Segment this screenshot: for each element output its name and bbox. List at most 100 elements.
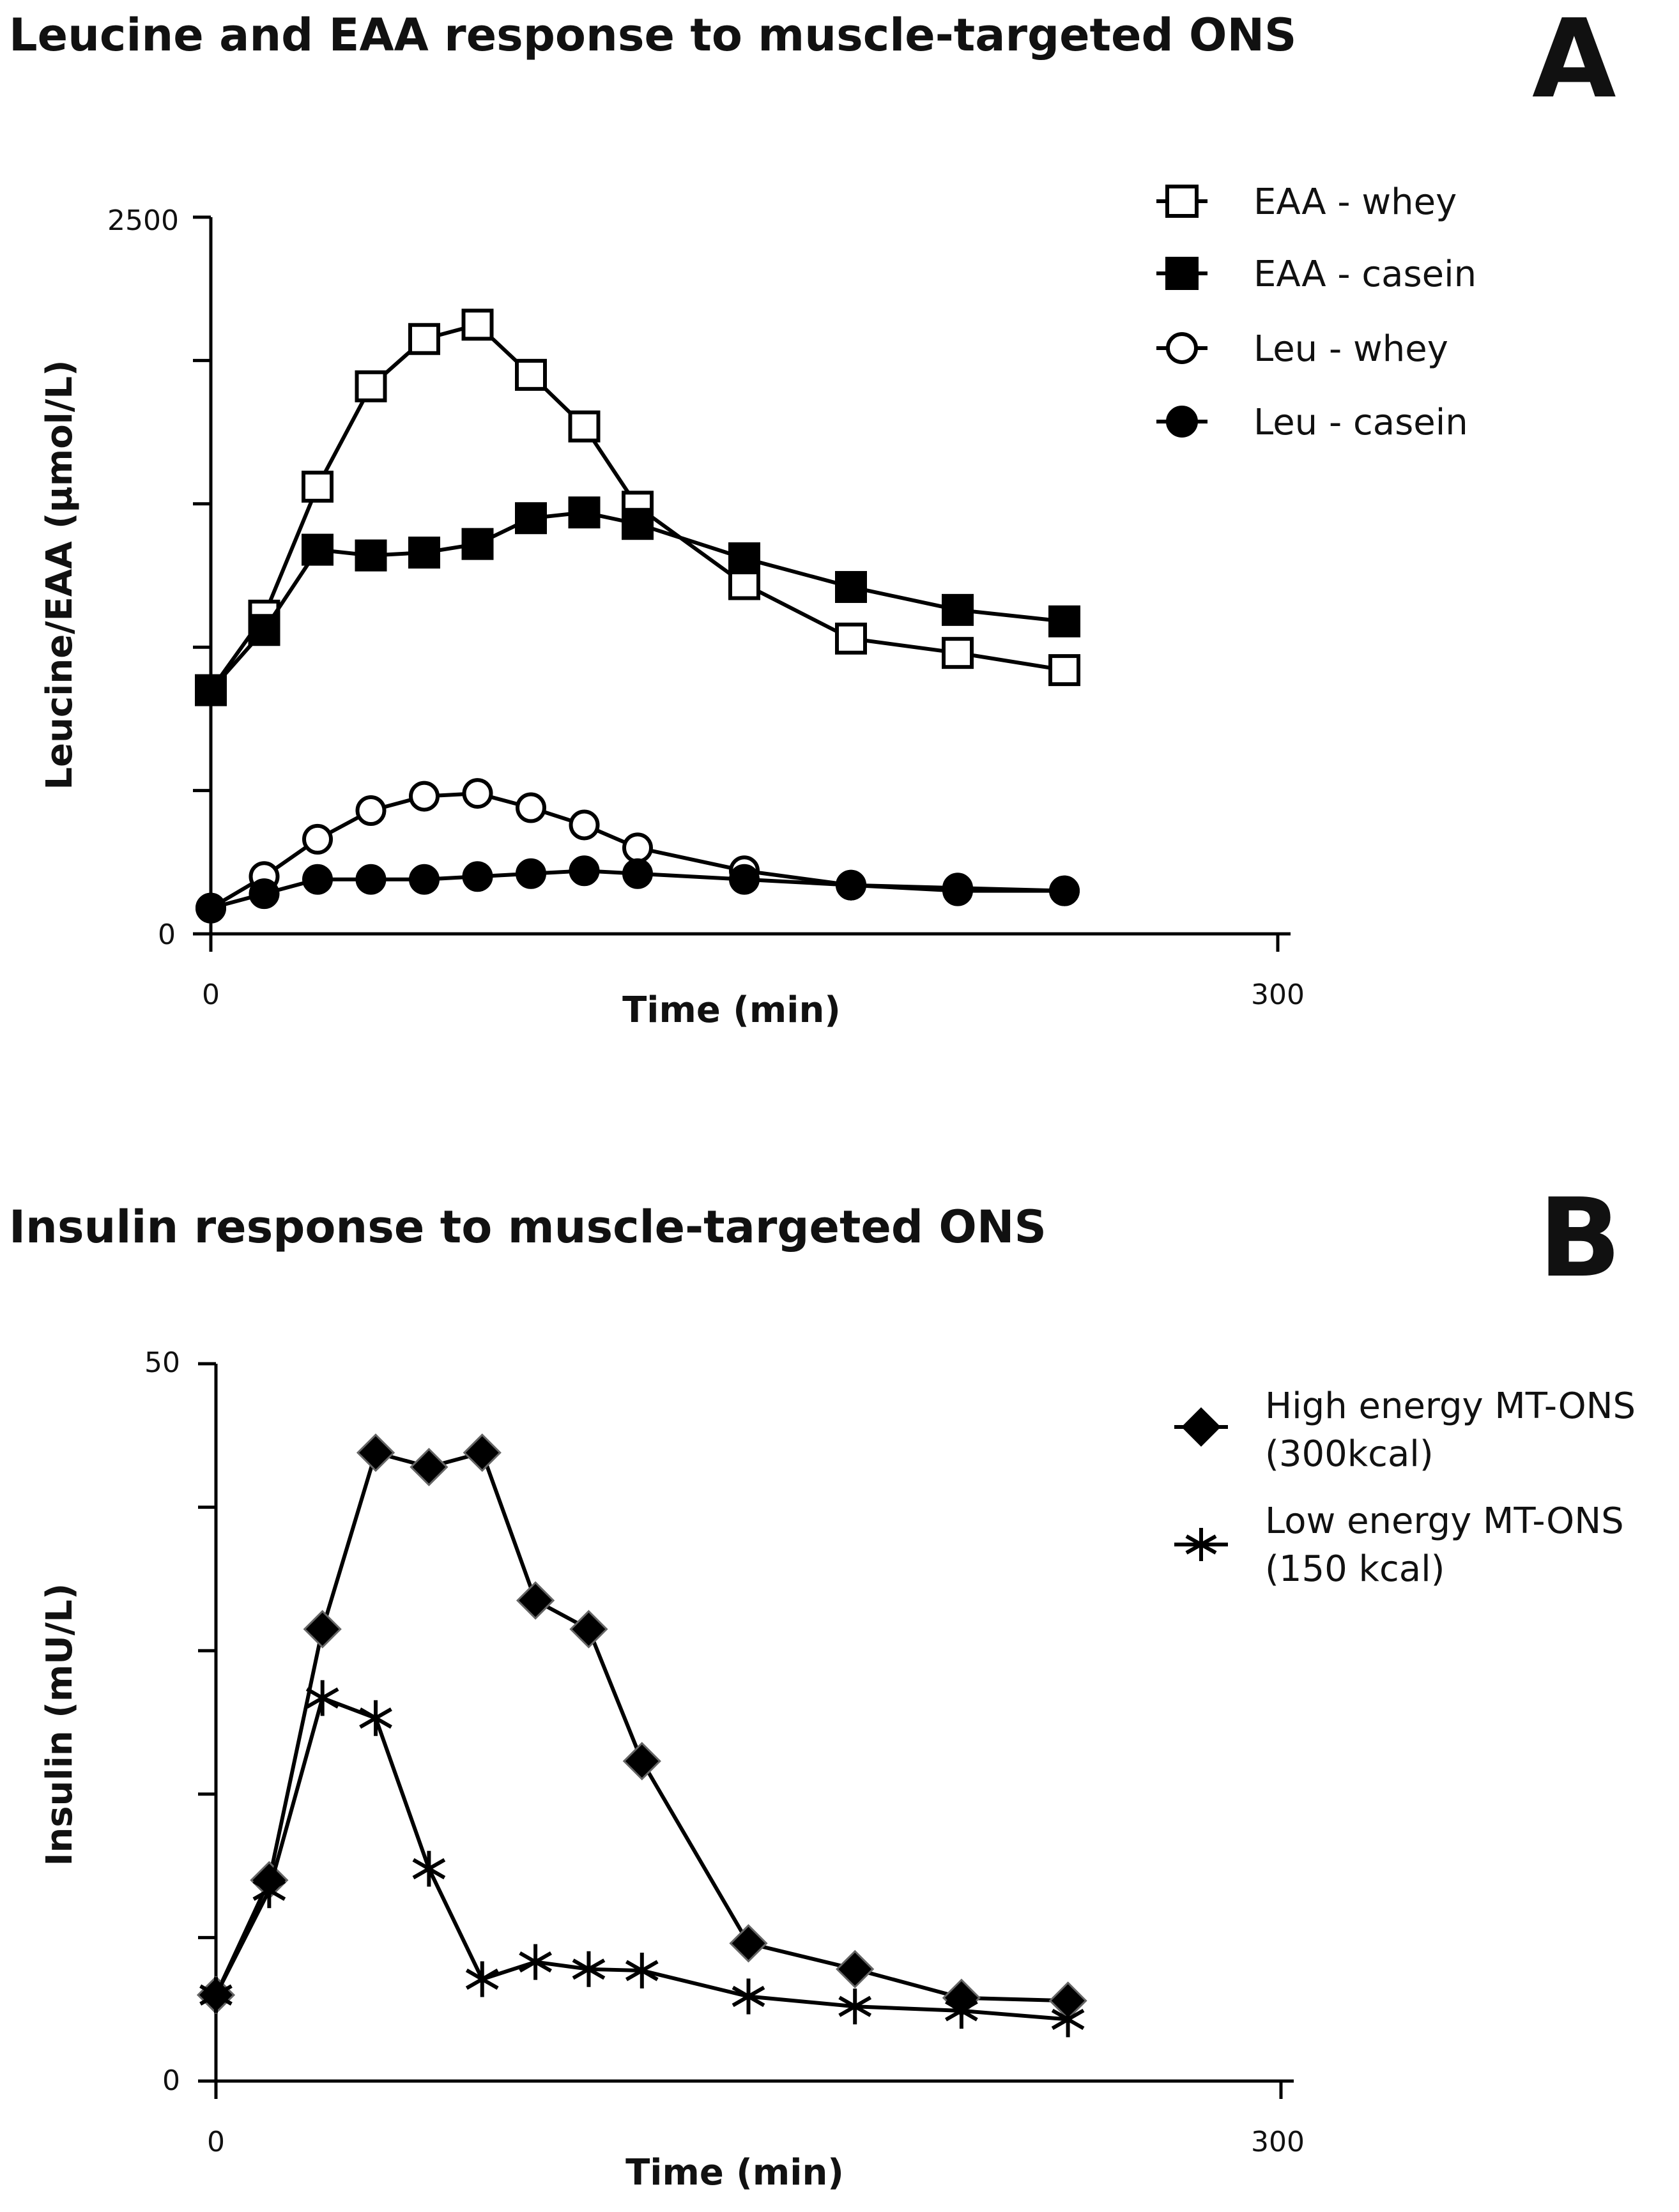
panel-a-point-leu-casein	[1049, 875, 1080, 906]
legend-marker-eaa-whey	[1165, 185, 1199, 218]
panel-a-y-tick-label-max: 2500	[107, 204, 179, 237]
panel-b-axes	[214, 1364, 1294, 2083]
legend-label-eaa-whey: EAA - whey	[1254, 181, 1457, 223]
panel-a-point-eaa-casein	[622, 508, 654, 540]
panel-a-point-eaa-whey	[302, 470, 334, 503]
panel-b-point-low-energy-mt-ons-150-kcal	[625, 1953, 659, 1989]
panel-a-point-leu-casein	[942, 875, 973, 906]
legend-marker-leu-casein	[1166, 406, 1198, 438]
panel-a-y-axis-title: Leucine/EAA (µmol/L)	[39, 360, 80, 789]
panel-a-point-eaa-casein	[408, 537, 440, 569]
panel-a-point-eaa-casein	[248, 614, 280, 646]
panel-a-point-eaa-casein	[568, 496, 601, 529]
panel-b-y-tick-label-max: 50	[144, 1346, 180, 1379]
legend-marker-low-energy	[1185, 1528, 1217, 1561]
panel-a-point-eaa-casein	[515, 502, 547, 535]
panel-b-title: Insulin response to muscle-targeted ONS	[9, 1201, 1046, 1253]
panel-b-point-low-energy-mt-ons-150-kcal	[572, 1951, 606, 1987]
panel-b-x-axis-title: Time (min)	[625, 2152, 844, 2193]
panel-b-point-low-energy-mt-ons-150-kcal	[732, 1978, 765, 2015]
panel-a-point-leu-casein	[355, 864, 387, 895]
legend-label-eaa-casein: EAA - casein	[1254, 254, 1476, 295]
panel-b-point-high-energy-mt-ons-300kcal	[729, 1924, 768, 1963]
panel-a-point-eaa-casein	[355, 539, 387, 572]
panel-a-point-leu-casein	[569, 855, 600, 887]
panel-a-point-leu-casein	[516, 858, 546, 889]
panel-b-series-low-energy-mt-ons-150-kcal	[199, 1680, 1085, 2038]
panel-b-point-low-energy-mt-ons-150-kcal	[305, 1680, 339, 1716]
panel-a-point-eaa-whey	[408, 323, 440, 355]
panel-b-series-high-energy-mt-ons-300kcal	[196, 1433, 1087, 2020]
panel-a-point-eaa-casein	[942, 593, 974, 626]
panel-a-point-eaa-whey	[461, 309, 494, 341]
panel-a-chart: 2500 0 0 300 Time (min) Leucine/EAA (µmo…	[39, 181, 1476, 1031]
panel-a-point-leu-whey	[462, 778, 493, 809]
panel-b-point-low-energy-mt-ons-150-kcal	[252, 1872, 286, 1909]
panel-a-point-leu-casein	[195, 892, 226, 924]
legend-marker-leu-whey	[1166, 332, 1198, 364]
legend-label-low-energy-line2: (150 kcal)	[1265, 1548, 1445, 1590]
panel-b-letter: B	[1538, 1175, 1621, 1302]
panel-a-point-leu-casein	[622, 858, 653, 889]
panel-a-series-leu-casein	[195, 855, 1080, 924]
panel-a-point-leu-casein	[729, 864, 760, 895]
panel-a-point-eaa-whey	[515, 358, 547, 391]
panel-a-x-axis-title: Time (min)	[622, 989, 841, 1031]
panel-a-point-eaa-whey	[835, 622, 867, 655]
panel-a-point-leu-whey	[516, 792, 546, 823]
legend-label-leu-casein: Leu - casein	[1254, 402, 1468, 443]
panel-b-point-high-energy-mt-ons-300kcal	[356, 1433, 395, 1472]
panel-b-point-high-energy-mt-ons-300kcal	[569, 1610, 608, 1649]
panel-a-axes	[209, 217, 1291, 936]
panel-a-legend: EAA - whey EAA - casein Leu - whey Leu -…	[1156, 181, 1476, 443]
legend-label-high-energy-line1: High energy MT-ONS	[1265, 1385, 1636, 1427]
panel-a-point-eaa-casein	[461, 528, 494, 560]
panel-a-letter: A	[1532, 0, 1616, 123]
panel-b-point-low-energy-mt-ons-150-kcal	[1051, 2001, 1085, 2038]
panel-b-point-high-energy-mt-ons-300kcal	[836, 1949, 875, 1988]
panel-b-point-low-energy-mt-ons-150-kcal	[465, 1961, 499, 1997]
panel-a-point-eaa-casein	[302, 533, 334, 566]
panel-a-point-leu-casein	[249, 878, 280, 910]
panel-a-point-eaa-casein	[1048, 605, 1080, 637]
panel-b-legend: High energy MT-ONS (300kcal) Low energy …	[1174, 1385, 1636, 1590]
legend-label-high-energy-line2: (300kcal)	[1265, 1433, 1434, 1475]
panel-a-point-leu-casein	[836, 869, 866, 901]
panel-a-x-tick-label-max: 300	[1251, 979, 1305, 1011]
panel-a-point-leu-casein	[409, 864, 440, 895]
panel-a-point-eaa-whey	[355, 370, 387, 402]
panel-b-y-axis-title: Insulin (mU/L)	[39, 1583, 80, 1866]
panel-b-point-high-energy-mt-ons-300kcal	[303, 1610, 342, 1649]
panel-a-point-leu-casein	[302, 864, 333, 895]
panel-b-point-low-energy-mt-ons-150-kcal	[838, 1988, 872, 2025]
panel-a-point-eaa-whey	[1048, 654, 1080, 687]
panel-a-point-eaa-casein	[195, 674, 227, 706]
panel-a-title: Leucine and EAA response to muscle-targe…	[9, 9, 1297, 61]
panel-b-point-low-energy-mt-ons-150-kcal	[412, 1850, 446, 1887]
panel-a-point-eaa-whey	[568, 410, 601, 443]
panel-b-point-high-energy-mt-ons-300kcal	[410, 1447, 448, 1486]
panel-b-point-high-energy-mt-ons-300kcal	[622, 1742, 661, 1781]
panel-b-x-tick-label-min: 0	[207, 2126, 225, 2158]
panel-b-point-low-energy-mt-ons-150-kcal	[519, 1944, 552, 1980]
legend-label-low-energy-line1: Low energy MT-ONS	[1265, 1500, 1624, 1542]
legend-label-leu-whey: Leu - whey	[1254, 328, 1448, 370]
panel-a-point-leu-whey	[409, 781, 440, 812]
panel-a-point-leu-whey	[569, 809, 600, 841]
legend-marker-high-energy	[1181, 1407, 1221, 1447]
panel-b-line-high-energy-mt-ons-300kcal	[214, 1450, 1068, 2003]
panel-a-point-eaa-whey	[942, 637, 974, 669]
panel-a-series-eaa-casein	[195, 496, 1080, 706]
panel-a-point-leu-whey	[302, 823, 333, 855]
panel-a-y-tick-label-min: 0	[158, 919, 176, 951]
panel-b-point-low-energy-mt-ons-150-kcal	[199, 1977, 233, 2013]
panel-b-y-tick-label-min: 0	[162, 2064, 180, 2097]
panel-b-x-tick-label-max: 300	[1251, 2126, 1305, 2158]
panel-b-point-high-energy-mt-ons-300kcal	[463, 1433, 502, 1472]
panel-a-point-eaa-casein	[728, 542, 760, 575]
panel-b-point-low-energy-mt-ons-150-kcal	[359, 1700, 392, 1736]
panel-a-point-eaa-casein	[835, 570, 867, 603]
panel-a-x-tick-label-min: 0	[202, 979, 220, 1011]
panel-a-point-leu-casein	[462, 861, 493, 892]
